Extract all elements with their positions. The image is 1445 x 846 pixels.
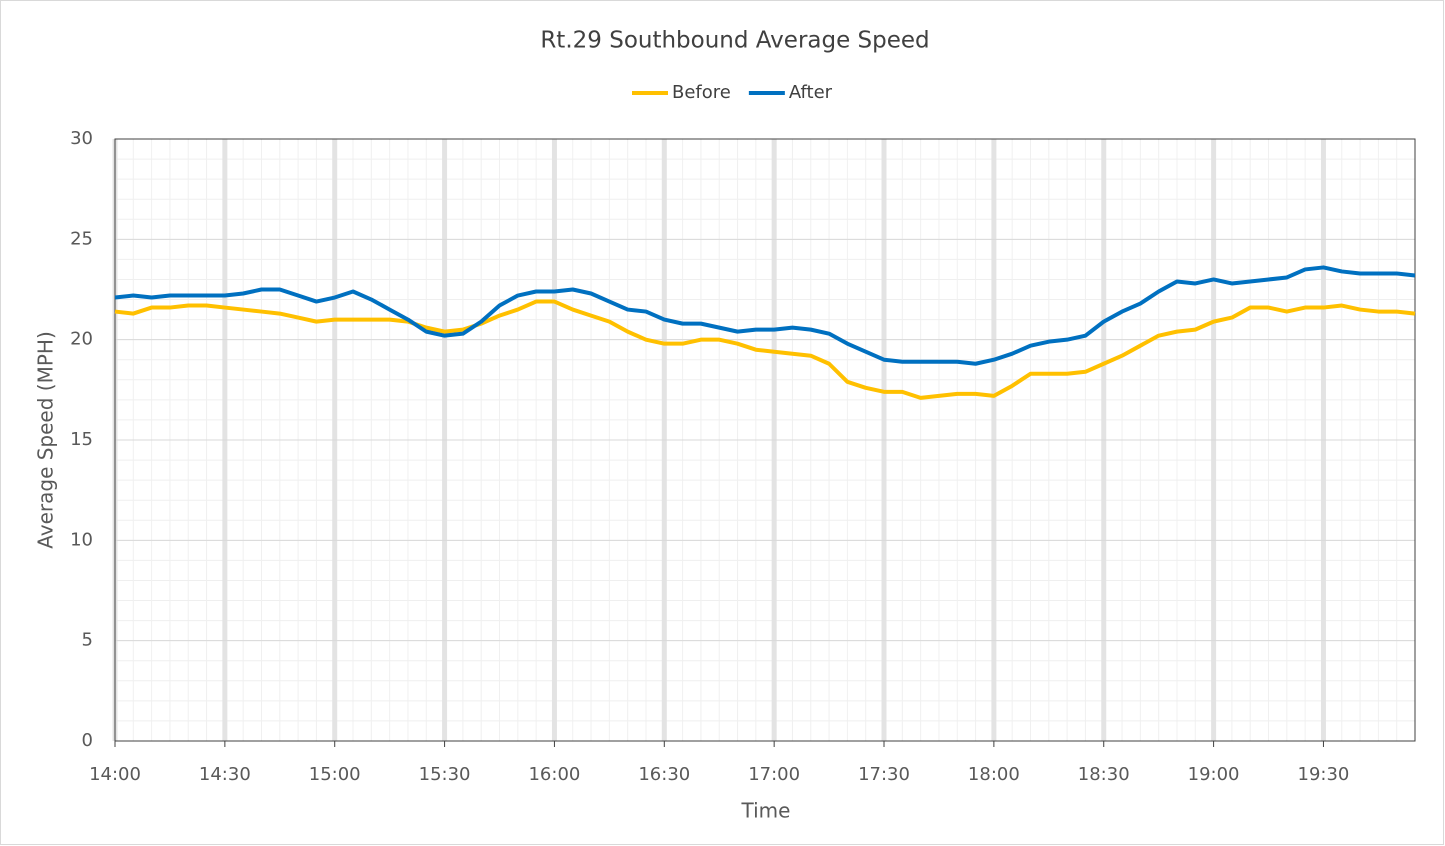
x-tick-label: 17:00 <box>748 764 800 785</box>
x-tick-label: 19:00 <box>1188 764 1240 785</box>
y-tick-label: 0 <box>82 730 93 751</box>
x-tick-label: 15:00 <box>309 764 361 785</box>
y-tick-label: 15 <box>70 429 93 450</box>
legend-label: After <box>789 82 833 103</box>
x-tick-label: 18:30 <box>1078 764 1130 785</box>
y-axis-title: Average Speed (MPH) <box>34 331 58 549</box>
y-tick-label: 5 <box>82 630 93 651</box>
line-series <box>114 265 1416 366</box>
y-tick-label: 25 <box>70 228 93 249</box>
y-tick-label: 10 <box>70 529 93 550</box>
plot-border <box>114 138 1416 742</box>
y-tick-label: 30 <box>70 128 93 149</box>
x-tick-label: 19:30 <box>1298 764 1350 785</box>
x-tick-label: 16:30 <box>638 764 690 785</box>
grid: 0 5 10 15 20 25 30 14:00 14:30 15:00 15:30 16:00 16:… <box>70 128 1416 785</box>
plot-lines <box>114 265 1416 400</box>
x-tick-label: 17:30 <box>858 764 910 785</box>
chart-title: Rt.29 Southbound Average Speed <box>540 28 929 54</box>
line-series <box>114 299 1416 400</box>
x-tick-label: 15:30 <box>419 764 471 785</box>
x-tick-label: 16:00 <box>528 764 580 785</box>
x-tick-label: 18:00 <box>968 764 1020 785</box>
y-tick-label: 20 <box>70 329 93 350</box>
legend-label: Before <box>672 82 731 103</box>
x-tick-label: 14:00 <box>89 764 141 785</box>
x-tick-label: 14:30 <box>199 764 251 785</box>
x-axis-title: Time <box>741 799 791 823</box>
legend: Before After <box>632 82 833 103</box>
